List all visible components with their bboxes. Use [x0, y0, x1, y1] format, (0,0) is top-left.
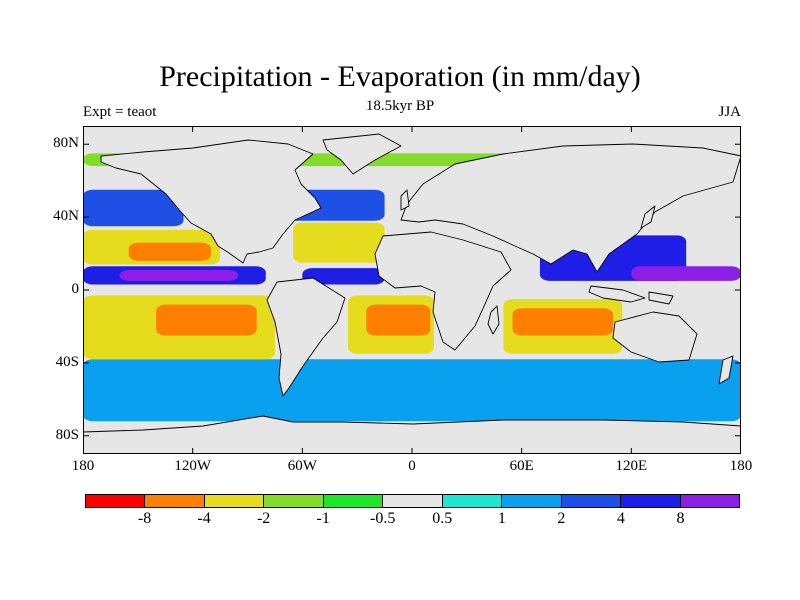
colorbar-label: 8: [676, 510, 685, 527]
colorbar-label: -4: [197, 510, 211, 527]
lat-tick-label: 40N: [53, 208, 79, 225]
region-0: [83, 359, 741, 422]
colorbar-swatch: [145, 495, 205, 507]
land-africa: [374, 231, 512, 351]
land-south-america: [266, 277, 346, 397]
region-8: [302, 268, 385, 285]
lat-tick-label: 80N: [53, 135, 79, 152]
land-new-zealand: [718, 355, 734, 385]
field-regions: [83, 153, 741, 422]
lat-tick-label: 80S: [55, 426, 79, 443]
region-4: [128, 242, 211, 261]
period-label: 18.5kyr BP: [365, 98, 435, 114]
region-16: [631, 266, 741, 281]
colorbar-label: 4: [616, 510, 625, 527]
land-north-america: [100, 139, 322, 264]
colorbar-swatch: [323, 495, 384, 507]
colorbar-label: -2: [256, 510, 271, 527]
colorbar-swatch: [502, 495, 562, 507]
lon-tick-label: 120E: [615, 458, 648, 474]
colorbar-label: -0.5: [370, 510, 396, 527]
colorbar-swatch: [86, 495, 146, 507]
map-panel: 80N 40N 0 40S 80S 180 120W 60W 0 60E 120E 180: [53, 126, 752, 474]
experiment-label: Expt = teaot: [83, 104, 157, 120]
land-eurasia: [400, 143, 741, 273]
lon-tick-label: 120W: [174, 458, 211, 474]
region-10: [156, 304, 257, 336]
colorbar-label: 1: [497, 510, 506, 527]
region-5: [293, 222, 385, 263]
land-uk: [400, 189, 410, 211]
lon-tick-label: 60W: [287, 458, 317, 474]
land-madagascar: [487, 305, 500, 335]
colorbar-label: 2: [557, 510, 566, 527]
colorbar-swatch: [264, 495, 324, 507]
lat-tick-label: 40S: [55, 353, 79, 370]
lon-tick-label: 180: [729, 458, 753, 474]
colorbar-label: -8: [137, 510, 152, 527]
lon-tick-label: 60E: [509, 458, 534, 474]
colorbar-label: -1: [316, 510, 330, 527]
map-title: Precipitation - Evaporation (in mm/day): [159, 60, 641, 93]
land-japan: [640, 205, 656, 229]
colorbar-swatch: [204, 495, 265, 507]
region-7: [119, 269, 239, 281]
colorbar-label: 0.5: [432, 510, 453, 527]
land-new-guinea: [648, 291, 674, 305]
coastlines: [83, 133, 741, 454]
region-1: [83, 189, 184, 227]
colorbar-swatch: [621, 495, 681, 507]
axis-ticks: [83, 126, 741, 454]
land-australia: [612, 311, 698, 363]
colorbar-swatch: [561, 495, 622, 507]
region-12: [366, 304, 431, 336]
region-14: [512, 308, 614, 336]
lon-tick-label: 180: [71, 458, 95, 474]
season-label: JJA: [718, 104, 741, 120]
land-indonesia: [588, 285, 646, 303]
lon-tick-label: 0: [408, 458, 416, 474]
land-antarctica: [83, 415, 741, 454]
colorbar: [85, 494, 740, 508]
colorbar-swatch: [680, 495, 739, 507]
map-plot: [83, 126, 741, 454]
colorbar-swatch: [442, 495, 503, 507]
land-greenland: [322, 133, 402, 175]
colorbar-swatch: [383, 495, 443, 507]
lat-tick-label: 0: [71, 281, 80, 297]
